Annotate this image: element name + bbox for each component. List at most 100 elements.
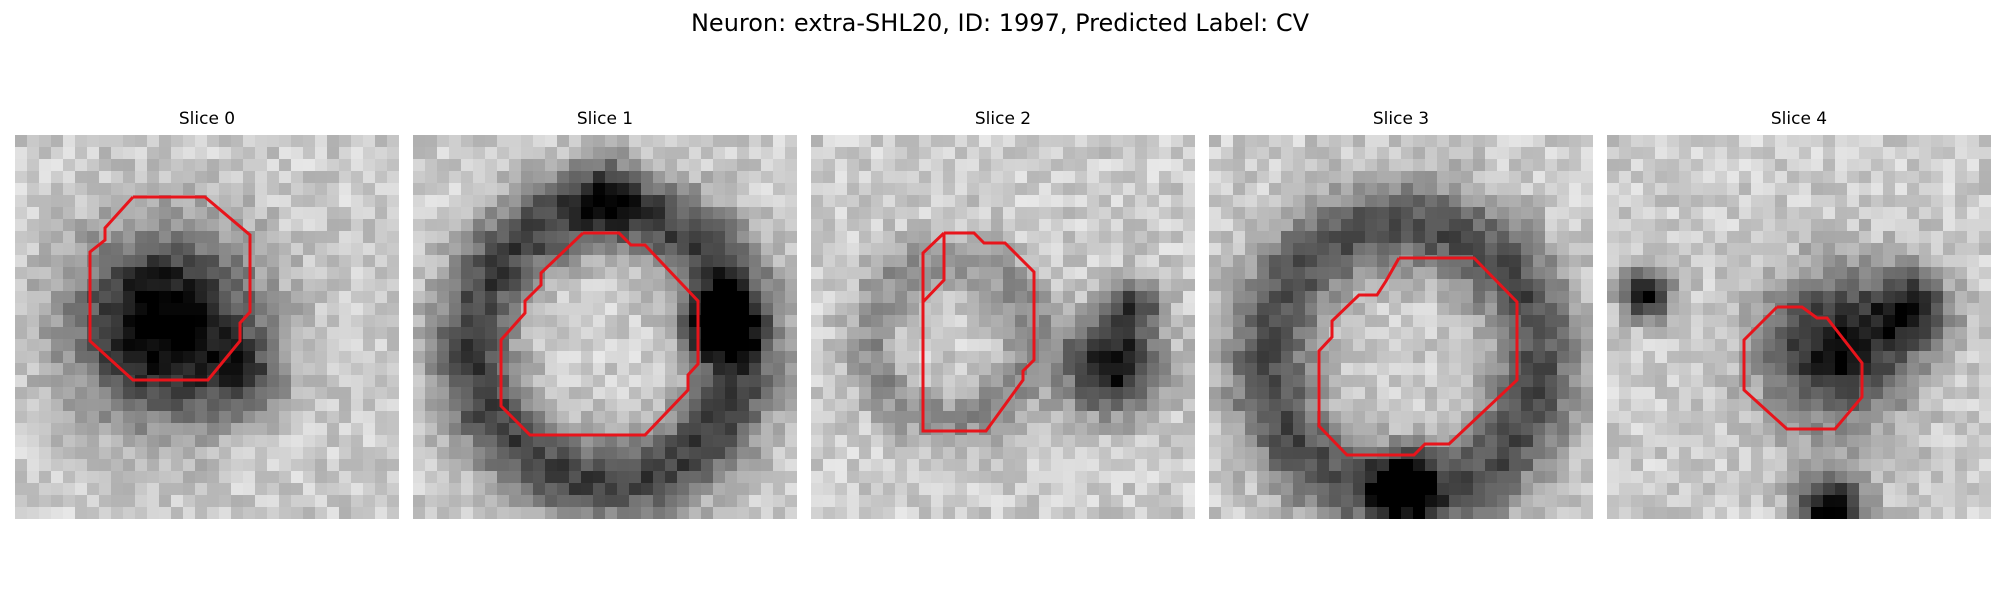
pixel [449, 207, 462, 220]
pixel [641, 303, 654, 316]
pixel [75, 399, 88, 412]
pixel [75, 459, 88, 472]
pixel [159, 255, 172, 268]
pixel [871, 135, 884, 148]
pixel [847, 351, 860, 364]
pixel [1799, 171, 1812, 184]
pixel [183, 171, 196, 184]
pixel [63, 327, 76, 340]
pixel [823, 447, 836, 460]
pixel [1763, 423, 1776, 436]
pixel [267, 279, 280, 292]
pixel [183, 219, 196, 232]
pixel [1365, 423, 1378, 436]
pixel [231, 363, 244, 376]
pixel [509, 507, 522, 519]
pixel [1135, 459, 1148, 472]
pixel [387, 207, 399, 220]
pixel [219, 291, 232, 304]
pixel [1967, 375, 1980, 388]
pixel [761, 459, 774, 472]
pixel [883, 399, 896, 412]
pixel [1727, 231, 1740, 244]
pixel [339, 195, 352, 208]
pixel [919, 327, 932, 340]
pixel [375, 363, 388, 376]
pixel [1147, 483, 1160, 496]
pixel [1183, 459, 1195, 472]
pixel [979, 435, 992, 448]
pixel [785, 135, 797, 148]
pixel [1473, 147, 1486, 160]
pixel [967, 459, 980, 472]
pixel [1159, 411, 1172, 424]
pixel [1413, 495, 1426, 508]
pixel [1739, 399, 1752, 412]
pixel [135, 207, 148, 220]
pixel [749, 159, 762, 172]
pixel [593, 483, 606, 496]
pixel [569, 483, 582, 496]
pixel [1437, 339, 1450, 352]
pixel [339, 375, 352, 388]
pixel [291, 399, 304, 412]
pixel [859, 267, 872, 280]
pixel [1269, 255, 1282, 268]
pixel [1631, 351, 1644, 364]
pixel [689, 159, 702, 172]
pixel [1293, 255, 1306, 268]
pixel [413, 387, 426, 400]
pixel [497, 315, 510, 328]
pixel [1895, 183, 1908, 196]
pixel [1015, 447, 1028, 460]
pixel [1883, 147, 1896, 160]
pixel [653, 219, 666, 232]
pixel [665, 279, 678, 292]
pixel [1619, 303, 1632, 316]
pixel [629, 507, 642, 519]
pixel [1087, 375, 1100, 388]
pixel [1557, 495, 1570, 508]
pixel [255, 387, 268, 400]
pixel [1305, 447, 1318, 460]
pixel [521, 495, 534, 508]
pixel [1389, 315, 1402, 328]
pixel [1281, 279, 1294, 292]
pixel [425, 255, 438, 268]
pixel [1569, 351, 1582, 364]
pixel [1823, 363, 1836, 376]
pixel [1631, 411, 1644, 424]
pixel [473, 495, 486, 508]
pixel [219, 363, 232, 376]
pixel [1389, 291, 1402, 304]
pixel [1521, 171, 1534, 184]
pixel [919, 471, 932, 484]
pixel [1823, 351, 1836, 364]
pixel [1111, 495, 1124, 508]
pixel [1063, 435, 1076, 448]
pixel [219, 447, 232, 460]
pixel [449, 135, 462, 148]
pixel [1835, 291, 1848, 304]
pixel [701, 507, 714, 519]
pixel [823, 255, 836, 268]
pixel [1123, 291, 1136, 304]
pixel [1509, 279, 1522, 292]
pixel [51, 291, 64, 304]
pixel [1221, 435, 1234, 448]
pixel [485, 351, 498, 364]
pixel [315, 243, 328, 256]
roi-contour [88, 195, 252, 382]
pixel [315, 471, 328, 484]
pixel [1871, 375, 1884, 388]
pixel [749, 495, 762, 508]
pixel [1099, 507, 1112, 519]
pixel [279, 255, 292, 268]
pixel [473, 135, 486, 148]
pixel [279, 135, 292, 148]
pixel [449, 351, 462, 364]
pixel [147, 291, 160, 304]
pixel [811, 447, 824, 460]
pixel [315, 495, 328, 508]
pixel [291, 375, 304, 388]
